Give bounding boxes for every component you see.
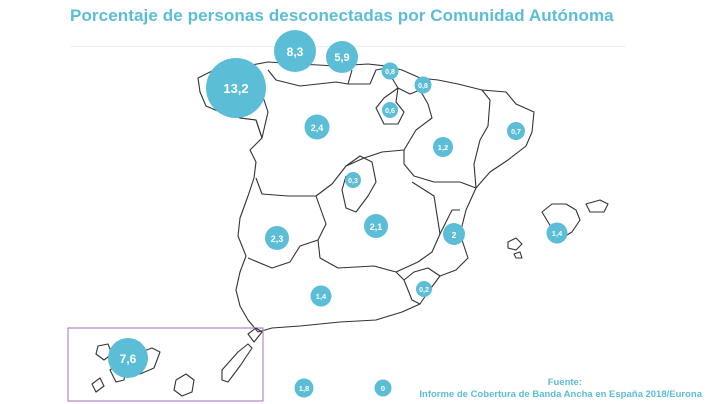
bubble-label: 1,4 — [552, 229, 563, 238]
bubble-label: 0 — [381, 384, 385, 393]
bubble-label: 7,6 — [120, 352, 137, 366]
bubble-ceuta: 1,8 — [294, 378, 314, 398]
bubble-label: 13,2 — [223, 81, 248, 96]
source-text: Informe de Cobertura de Banda Ancha en E… — [419, 389, 702, 400]
bubble-label: 1,4 — [316, 292, 327, 301]
bubble-asturias: 8,3 — [274, 30, 316, 72]
bubble-melilla: 0 — [374, 379, 392, 397]
bubble-label: 0,6 — [385, 108, 395, 115]
bubble-label: 2,3 — [271, 234, 284, 244]
bubble-cantabria: 5,9 — [326, 41, 358, 73]
bubble-label: 5,9 — [334, 52, 349, 64]
page-title: Porcentaje de personas desconectadas por… — [70, 6, 614, 25]
bubble-baleares: 1,4 — [546, 222, 568, 244]
source-label: Fuente: — [547, 377, 582, 388]
bubble-label: 0,8 — [418, 83, 428, 90]
bubble-la-rioja: 0,6 — [382, 102, 398, 118]
canarias-inset-frame — [67, 327, 264, 402]
peninsula-outline — [197, 61, 535, 333]
bubble-andalucia: 1,4 — [310, 285, 332, 307]
bubble-pais-vasco: 0,8 — [381, 62, 399, 80]
bubble-label: 0,2 — [419, 287, 429, 294]
bubble-valencia: 2 — [443, 223, 465, 245]
bubble-castilla-leon: 2,4 — [304, 114, 330, 140]
bubble-label: 2,1 — [370, 222, 383, 232]
bubble-label: 0,7 — [511, 129, 521, 136]
bubble-castilla-la-mancha: 2,1 — [364, 214, 388, 238]
formentera-outline — [513, 251, 523, 259]
bubble-extremadura: 2,3 — [265, 226, 289, 250]
menorca-outline — [585, 199, 609, 213]
bubble-label: 0,8 — [385, 69, 395, 76]
bubble-label: 0,3 — [348, 178, 358, 185]
bubble-murcia: 0,2 — [416, 281, 432, 297]
bubble-navarra: 0,8 — [414, 76, 432, 94]
bubble-canarias: 7,6 — [108, 338, 148, 378]
source-note: Fuente: Informe de Cobertura de Banda An… — [392, 377, 702, 401]
bubble-label: 2 — [452, 230, 457, 240]
bubble-label: 2,4 — [311, 123, 324, 133]
bubble-madrid: 0,3 — [345, 172, 361, 188]
bubble-galicia: 13,2 — [206, 58, 266, 118]
ibiza-outline — [507, 237, 523, 251]
bubble-cataluna: 0,7 — [507, 122, 525, 140]
bubble-label: 1,8 — [299, 384, 309, 393]
bubbles-layer: 13,2 8,3 5,9 0,8 0,8 0,6 2,4 1,2 — [108, 30, 568, 398]
bubble-label: 1,2 — [438, 143, 448, 152]
bubble-label: 8,3 — [287, 45, 304, 59]
bubble-aragon: 1,2 — [433, 137, 453, 157]
